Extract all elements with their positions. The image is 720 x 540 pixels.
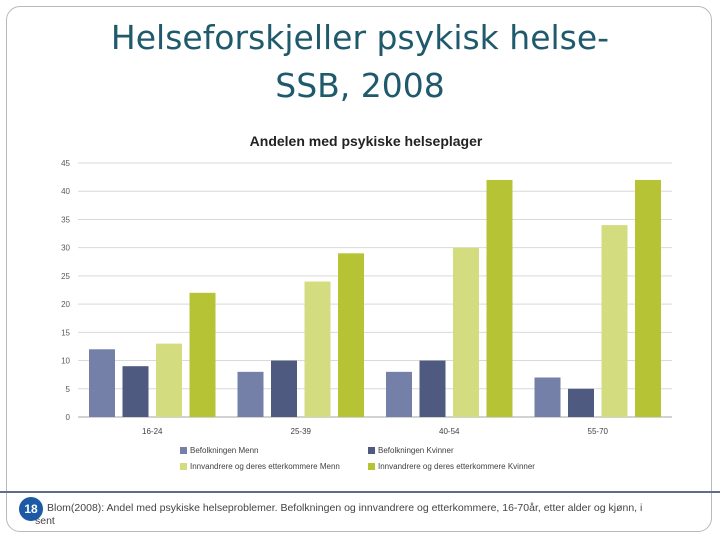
x-tick-label: 55-70 [588,427,609,436]
slide-title: Helseforskjeller psykisk helse- SSB, 200… [60,14,660,110]
legend-label: Innvandrere og deres etterkommere Menn [190,462,340,471]
legend-swatch [368,463,375,470]
bar [486,179,513,417]
bars [89,179,661,417]
y-tick-label: 15 [61,328,70,337]
bar [122,366,149,417]
legend-label: Innvandrere og deres etterkommere Kvinne… [378,462,535,471]
gridlines [78,162,672,418]
bar [338,253,364,417]
y-axis: 0 5 10 15 20 25 30 35 40 45 [61,159,70,422]
y-tick-label: 45 [61,159,70,168]
legend-label: Befolkningen Menn [190,446,259,455]
y-tick-label: 20 [61,300,70,309]
bar [89,349,115,417]
bar [271,360,297,417]
bar [237,371,264,417]
legend: Befolkningen Menn Befolkningen Kvinner Inn… [180,446,535,471]
y-tick-label: 30 [61,244,70,253]
y-tick-label: 5 [66,385,71,394]
y-tick-label: 25 [61,272,70,281]
footer-rule [0,491,720,493]
bar [601,225,628,417]
bar [304,281,331,417]
bar [534,377,561,417]
legend-swatch [180,463,187,470]
x-axis: 16-24 25-39 40-54 55-70 [142,427,609,436]
y-tick-label: 35 [61,215,70,224]
chart-title: Andelen med psykiske helseplager [250,133,483,149]
legend-swatch [368,447,375,454]
bar [419,360,446,417]
legend-label: Befolkningen Kvinner [378,446,454,455]
slide-title-line-2: SSB, 2008 [275,66,445,105]
bar [568,388,594,417]
y-tick-label: 0 [66,413,71,422]
footer-source-text: Blom(2008): Andel med psykiske helseprob… [47,502,643,514]
bar [635,179,661,417]
x-tick-label: 40-54 [439,427,460,436]
y-tick-label: 10 [61,357,70,366]
legend-swatch [180,447,187,454]
bar [156,343,182,417]
x-tick-label: 25-39 [291,427,312,436]
y-tick-label: 40 [61,187,70,196]
slide-title-line-1: Helseforskjeller psykisk helse- [110,18,610,57]
footer-source-text-cont: sent [35,515,55,527]
x-tick-label: 16-24 [142,427,163,436]
page-number-badge: 18 [19,497,43,521]
bar [189,292,216,417]
bar [386,371,412,417]
slide-frame [6,6,712,532]
bar [453,247,479,417]
